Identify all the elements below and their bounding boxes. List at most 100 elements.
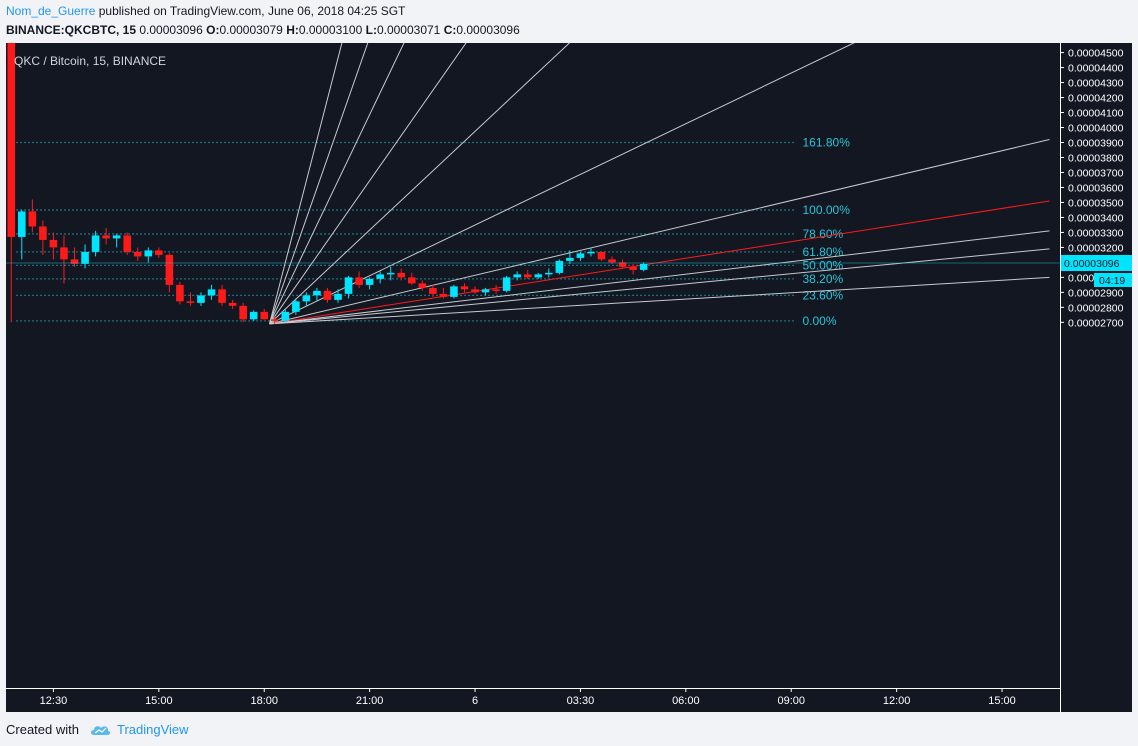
candle — [123, 232, 132, 255]
candle-body — [323, 290, 332, 300]
footer: Created with TradingView — [6, 718, 406, 740]
candle — [365, 277, 374, 290]
price-tick-label: 0.00002700 — [1068, 317, 1124, 329]
candle — [313, 287, 321, 302]
candle-body — [587, 251, 595, 254]
candle — [155, 247, 163, 258]
candle — [323, 287, 332, 303]
candle-body — [102, 235, 110, 239]
candle-body — [270, 319, 279, 321]
chart-header: Nom_de_Guerre published on TradingView.c… — [6, 3, 1132, 41]
price-tick-label: 0.00003400 — [1068, 212, 1124, 224]
time-axis[interactable]: 12:30 15:00 18:00 21:00 6 03:30 06:00 09:00 12:0… — [6, 688, 1060, 707]
candle — [112, 233, 121, 248]
candle-body — [492, 289, 500, 291]
tradingview-cloud-icon[interactable] — [89, 722, 111, 736]
candle — [460, 283, 469, 293]
candle-body — [376, 274, 384, 279]
price-tick-label: 0.00004500 — [1068, 48, 1124, 60]
candle — [207, 284, 216, 300]
open-value: 0.00003079 — [219, 23, 283, 37]
candle — [60, 235, 68, 284]
time-tick-label: 12:00 — [883, 695, 911, 707]
candles — [7, 43, 648, 324]
candle-body — [344, 277, 353, 294]
fan-ray — [269, 276, 1050, 325]
fan-ray — [269, 139, 1050, 325]
candle — [376, 271, 384, 284]
candle — [576, 251, 585, 261]
time-tick-label: 15:00 — [988, 695, 1016, 707]
candle — [587, 247, 595, 257]
chart-canvas[interactable]: 161.80%100.00%78.60%61.80%50.00%38.20%23… — [6, 43, 1132, 712]
candle — [618, 259, 627, 269]
candle-body — [397, 272, 406, 278]
candle-body — [597, 251, 606, 260]
candle-body — [429, 287, 437, 294]
candle — [386, 266, 395, 281]
price-tick-label: 0.00003900 — [1068, 138, 1124, 150]
candle-body — [28, 211, 37, 227]
price-tick-label: 0.00003600 — [1068, 182, 1124, 194]
time-tick-label: 03:30 — [567, 695, 595, 707]
fib-level-label: 161.80% — [803, 136, 851, 150]
candle — [302, 292, 311, 306]
price-axis[interactable]: 0.000027000.000028000.000029000.00003000… — [1060, 43, 1132, 712]
candle — [492, 284, 500, 294]
high-value: 0.00003100 — [298, 23, 363, 37]
fan-ray — [269, 43, 343, 324]
candle-body — [450, 286, 458, 297]
candle — [545, 268, 553, 278]
open-label: O: — [206, 23, 220, 37]
candle-body — [418, 283, 427, 288]
time-tick-label: 09:00 — [777, 695, 805, 707]
candle-body — [334, 293, 342, 300]
price-tick-label: 0.00003500 — [1068, 197, 1124, 209]
candle — [355, 271, 363, 288]
candle — [218, 284, 226, 306]
fib-level-label: 38.20% — [803, 272, 844, 286]
candle-body — [471, 289, 479, 293]
candle-body — [386, 272, 395, 275]
candle-body — [407, 277, 416, 284]
candle — [133, 247, 142, 261]
candle-body — [260, 311, 269, 320]
candle-body — [365, 278, 374, 285]
price-tick-label: 0.00004400 — [1068, 63, 1124, 75]
candle — [555, 259, 564, 275]
publish-line: Nom_de_Guerre published on TradingView.c… — [6, 4, 405, 18]
candle — [228, 299, 237, 309]
created-with-text: Created with — [6, 721, 79, 737]
time-tick-label: 18:00 — [250, 695, 278, 707]
candle — [281, 308, 290, 323]
fib-level-label: 78.60% — [803, 227, 844, 241]
fan-ray — [269, 43, 369, 325]
fib-retracement[interactable]: 161.80%100.00%78.60%61.80%50.00%38.20%23… — [16, 136, 851, 328]
current-price-label: 0.00003096 — [1064, 258, 1120, 270]
chart-frame[interactable]: 161.80% 100.00% 78.60% 61.80% 50.00% 38.20% 23… — [6, 43, 1132, 712]
candle-body — [70, 259, 79, 264]
tradingview-brand[interactable]: TradingView — [116, 721, 189, 737]
candle — [523, 269, 532, 279]
current-price-tag — [1061, 254, 1132, 271]
published-text: published on TradingView.com, June 06, 2… — [98, 4, 406, 18]
gann-fan[interactable] — [269, 43, 1050, 325]
time-tick-label: 15:00 — [145, 695, 173, 707]
chart-title: QKC / Bitcoin, 15, BINANCE — [14, 54, 166, 68]
candle — [91, 230, 100, 257]
candle-body — [144, 250, 153, 257]
fan-ray — [269, 43, 571, 325]
candle — [165, 253, 174, 293]
fib-level-label: 100.00% — [803, 203, 851, 217]
price-tick-label: 0.00003200 — [1068, 242, 1124, 254]
fib-level-label: 50.00% — [803, 258, 844, 272]
candle-body — [534, 274, 543, 278]
author-link[interactable]: Nom_de_Guerre — [6, 4, 96, 18]
fan-ray — [269, 230, 1050, 325]
candle-body — [60, 247, 68, 260]
candle-body — [133, 251, 142, 257]
candle-body — [302, 295, 311, 302]
price-tick-label: 0.00003300 — [1068, 227, 1124, 239]
candle-body — [91, 235, 100, 252]
candle-body — [228, 302, 237, 306]
